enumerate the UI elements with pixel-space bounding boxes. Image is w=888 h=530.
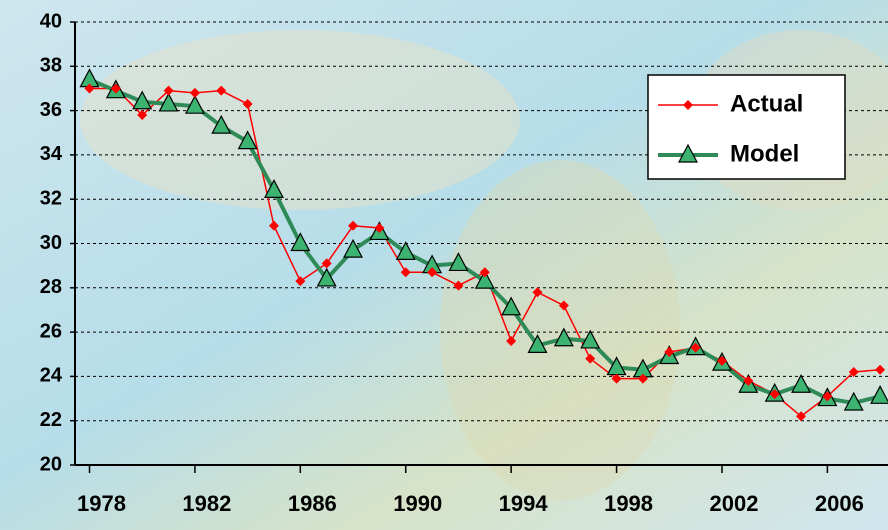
- map-land: [80, 30, 520, 210]
- x-tick-label: 1986: [288, 491, 337, 516]
- y-tick-label: 22: [40, 409, 62, 431]
- x-tick-label: 1990: [393, 491, 442, 516]
- x-tick-label: 1982: [182, 491, 231, 516]
- map-land: [440, 160, 680, 500]
- y-tick-label: 34: [40, 143, 63, 165]
- y-tick-label: 26: [40, 320, 62, 342]
- y-tick-label: 38: [40, 55, 62, 77]
- legend-label: Model: [730, 140, 799, 167]
- y-tick-label: 30: [40, 232, 62, 254]
- y-tick-label: 36: [40, 99, 62, 121]
- y-tick-label: 40: [40, 10, 62, 32]
- x-tick-label: 1998: [604, 491, 653, 516]
- legend-label: Actual: [730, 90, 803, 117]
- x-tick-label: 2006: [815, 491, 864, 516]
- chart: 20 22 24 26 28 30 32 34 36 38 40 1978 1982 1986 1990 19…: [0, 0, 888, 530]
- y-tick-label: 24: [40, 365, 63, 387]
- x-tick-label: 1994: [499, 491, 549, 516]
- y-tick-label: 20: [40, 453, 62, 475]
- x-tick-label: 2002: [709, 491, 758, 516]
- x-tick-label: 1978: [77, 491, 126, 516]
- y-tick-label: 28: [40, 276, 62, 298]
- y-tick-label: 32: [40, 187, 62, 209]
